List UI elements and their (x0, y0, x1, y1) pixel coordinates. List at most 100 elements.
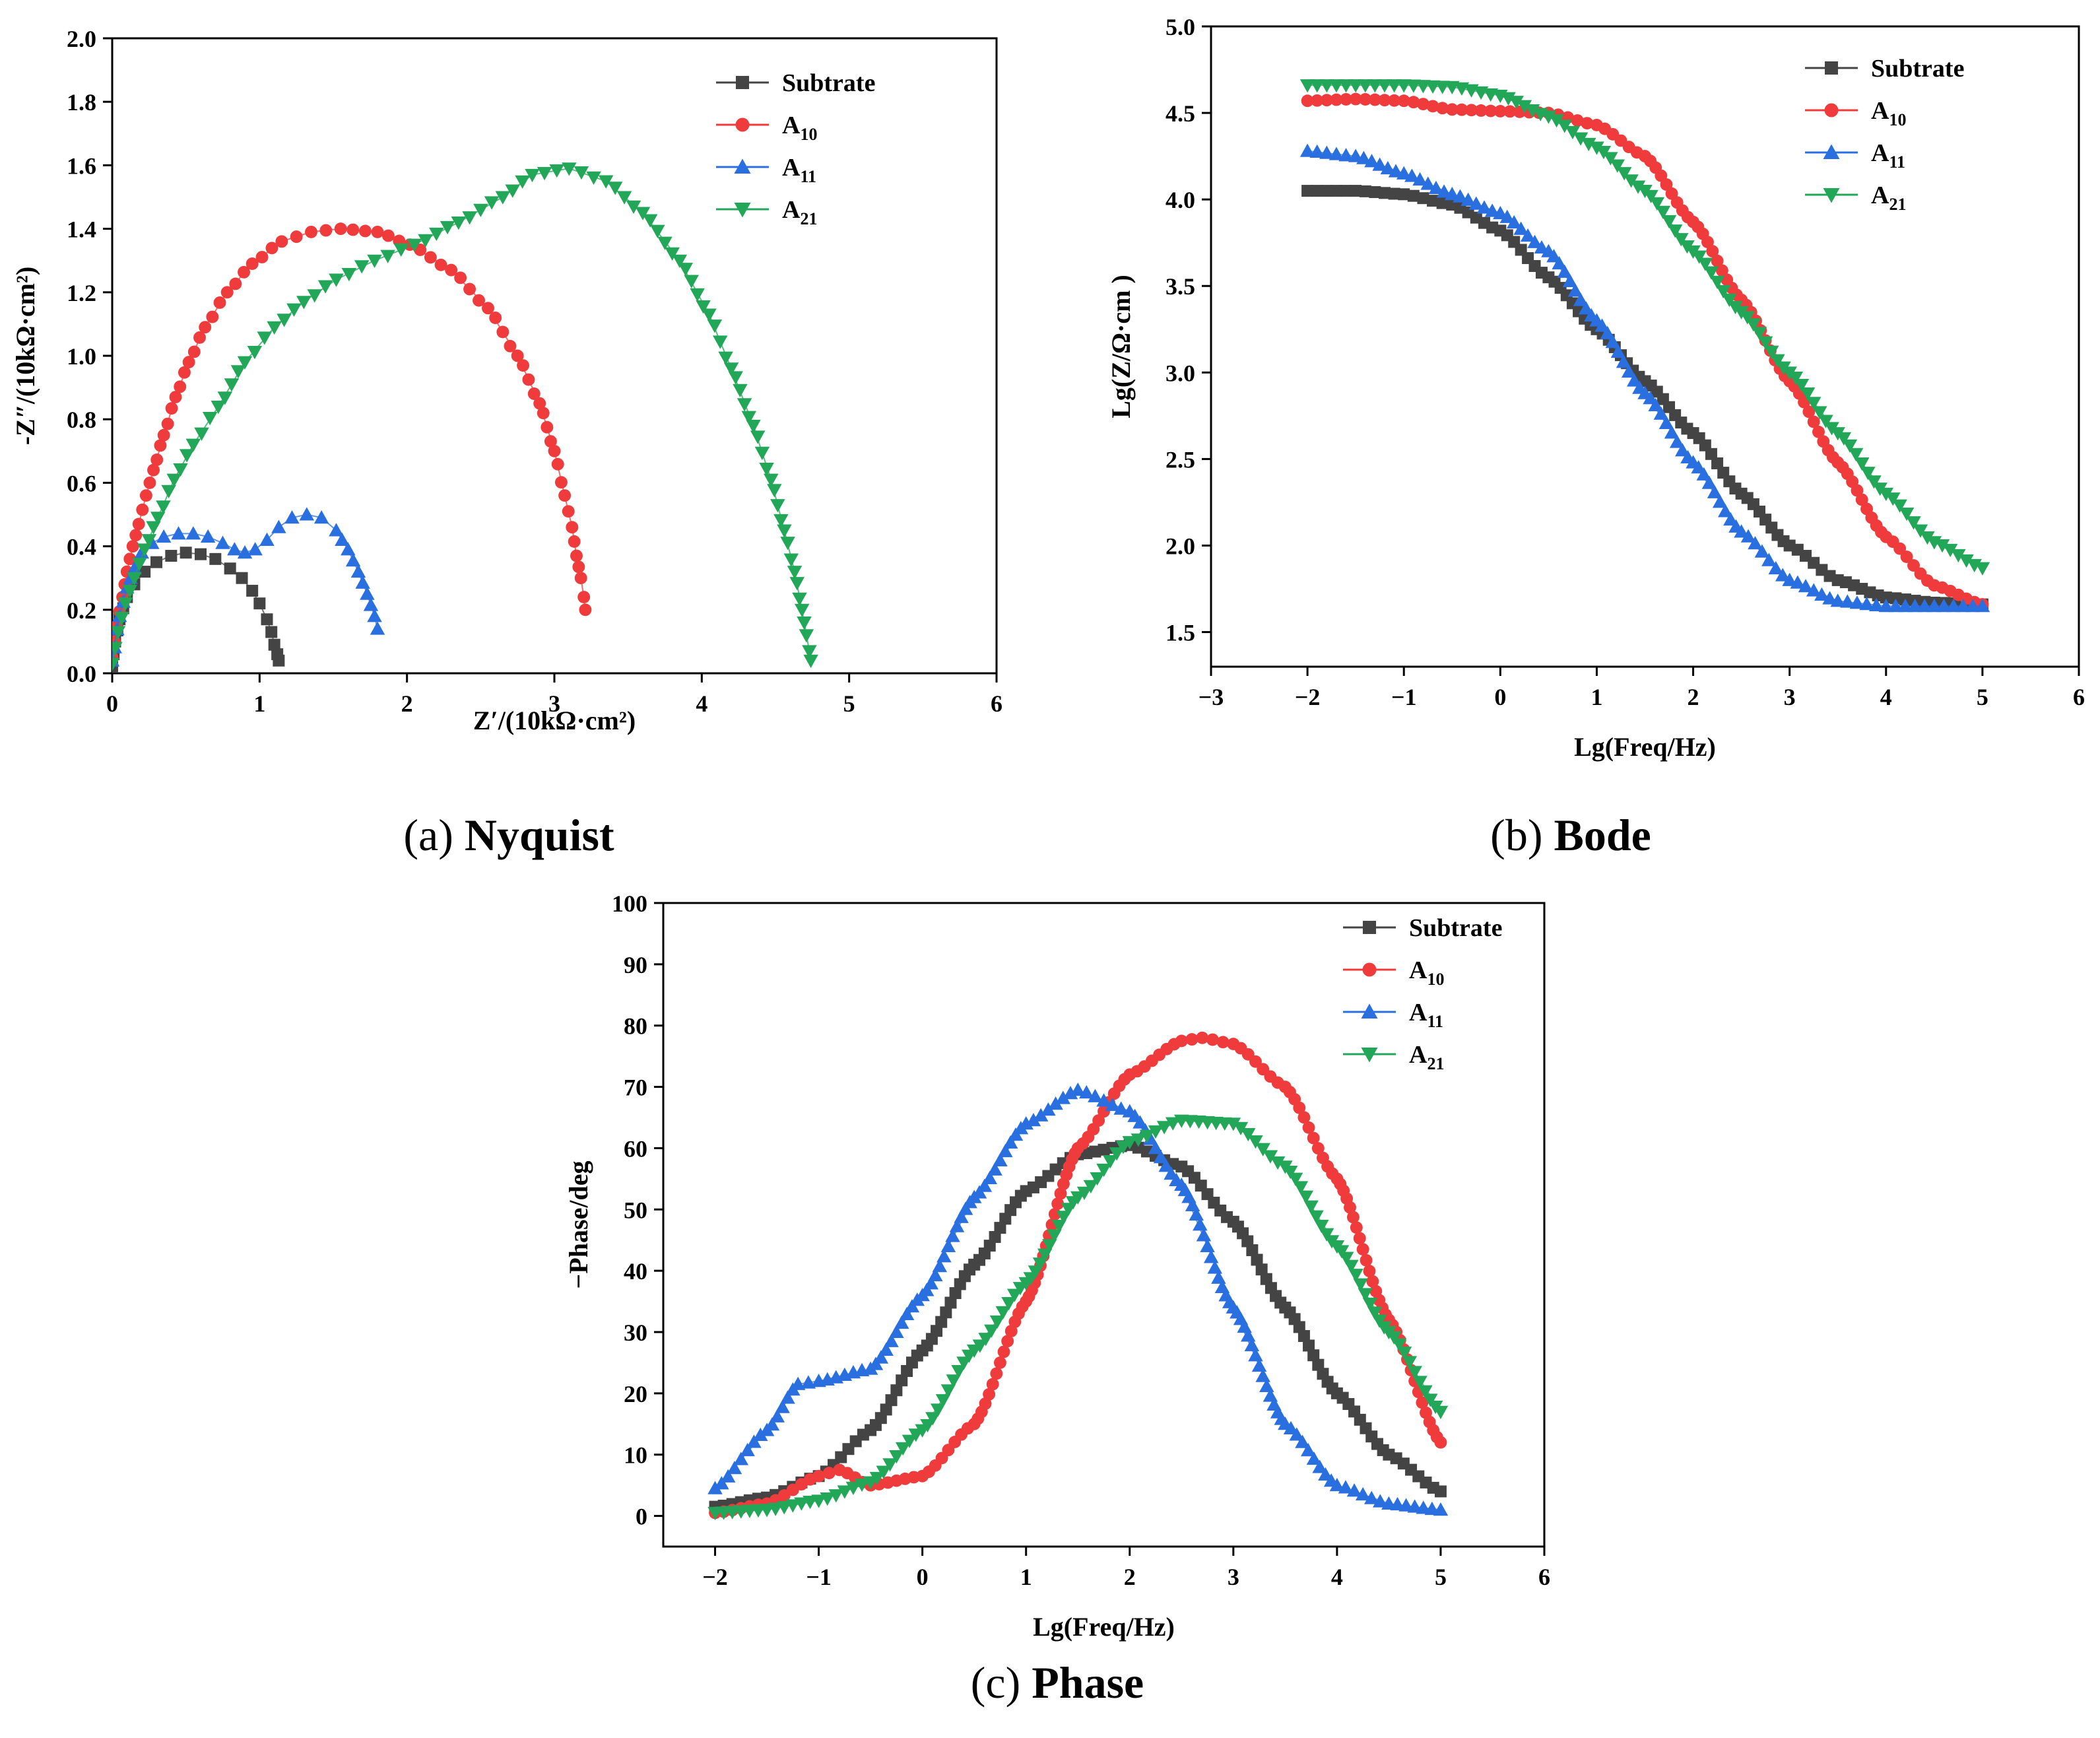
bode-point-A11 (1740, 529, 1756, 543)
bode-point-A11 (1499, 209, 1515, 223)
nyquist-point-A11 (127, 561, 142, 575)
nyquist-point-A21 (803, 654, 818, 669)
bode-x-tick-label: 6 (2073, 684, 2085, 710)
bode-point-A11 (1936, 598, 1952, 613)
phase-caption: (c) Phase (971, 1657, 1144, 1708)
nyquist-point-A21 (741, 411, 757, 424)
nyquist-series-line-A10 (112, 228, 586, 658)
nyquist-point-A10 (454, 271, 467, 284)
nyquist-legend-label-Subtrate: Subtrate (782, 69, 875, 97)
bode-point-A21 (1920, 531, 1935, 545)
nyquist-point-A21 (794, 603, 810, 618)
bode-point-A10 (1484, 104, 1497, 117)
bode-point-A21 (1565, 125, 1581, 140)
phase-y-tick-label: 90 (624, 952, 647, 978)
nyquist-legend-marker-A11 (734, 158, 751, 174)
bode-point-A10 (1493, 105, 1507, 117)
nyquist-point-A10 (541, 420, 554, 434)
bode-legend-label-sub: 11 (1889, 152, 1905, 172)
nyquist-point-A10 (136, 503, 149, 516)
nyquist-point-Subtrate (273, 654, 285, 667)
nyquist-point-A21 (354, 260, 370, 274)
phase-series-A10 (709, 1031, 1447, 1520)
phase-point-A21 (882, 1458, 898, 1472)
phase-point-A11 (923, 1276, 938, 1290)
bode-point-A21 (1501, 92, 1516, 106)
phase-point-A11 (998, 1143, 1013, 1158)
bode-point-A10 (1907, 559, 1920, 572)
phase-point-A10 (1416, 1396, 1429, 1409)
nyquist-point-A21 (296, 296, 312, 310)
bode-point-A10 (1465, 104, 1478, 117)
phase-point-A21 (768, 1502, 783, 1516)
nyquist-point-A11 (215, 535, 230, 549)
phase-point-A11 (707, 1481, 723, 1494)
nyquist-point-A21 (166, 473, 182, 487)
phase-point-A21 (1042, 1239, 1057, 1253)
phase-point-A10 (1366, 1275, 1379, 1288)
phase-point-A10 (1302, 1121, 1315, 1134)
phase-point-Subtrate (1260, 1273, 1272, 1285)
phase-point-A11 (1113, 1101, 1129, 1115)
bode-point-A11 (1849, 595, 1865, 609)
bode-point-A11 (1734, 524, 1749, 538)
nyquist-legend-label-A11: A11 (782, 154, 816, 186)
phase-point-A10 (812, 1469, 826, 1483)
nyquist-point-A10 (126, 540, 139, 553)
nyquist-point-A21 (770, 499, 785, 513)
phase-point-A11 (936, 1249, 952, 1263)
phase-point-A21 (1367, 1306, 1383, 1320)
nyquist-point-A10 (182, 356, 195, 369)
nyquist-point-A10 (275, 235, 288, 248)
nyquist-point-A10 (463, 283, 476, 296)
nyquist-point-A21 (194, 427, 209, 441)
nyquist-point-A10 (577, 591, 591, 604)
bode-point-A21 (1416, 80, 1431, 94)
bode-point-A10 (1706, 245, 1719, 258)
phase-legend-label-sub: 10 (1427, 970, 1444, 989)
nyquist-point-Subtrate (139, 566, 151, 578)
bode-point-A11 (1380, 160, 1396, 175)
phase-point-Subtrate (1434, 1485, 1447, 1498)
bode-point-A21 (1338, 79, 1354, 93)
phase-y-tick-label: 50 (624, 1197, 647, 1223)
phase-point-A21 (1418, 1385, 1433, 1399)
nyquist-point-A10 (229, 277, 242, 290)
bode-point-A11 (1859, 597, 1874, 611)
phase-point-A21 (1096, 1163, 1111, 1178)
bode-point-A11 (1329, 147, 1344, 160)
phase-point-A10 (1185, 1033, 1198, 1046)
phase-point-A11 (928, 1267, 943, 1282)
phase-point-A10 (997, 1345, 1010, 1358)
phase-point-A11 (1312, 1459, 1327, 1473)
nyquist-point-A11 (355, 575, 370, 589)
bode-point-A10 (1311, 94, 1324, 107)
phase-caption-label: (c) (971, 1657, 1032, 1708)
nyquist-point-A21 (773, 514, 789, 528)
phase-point-A21 (1090, 1172, 1105, 1186)
nyquist-point-A21 (429, 227, 444, 242)
bode-point-A21 (1800, 387, 1816, 401)
nyquist-point-A11 (271, 519, 286, 533)
nyquist-point-A21 (267, 321, 282, 335)
nyquist-point-A21 (185, 438, 201, 452)
nyquist-point-A11 (259, 532, 275, 546)
bode-point-A21 (1616, 167, 1632, 181)
phase-point-A11 (1148, 1141, 1164, 1154)
nyquist-point-A10 (522, 373, 535, 386)
phase-point-A11 (1105, 1097, 1120, 1112)
nyquist-point-A21 (230, 365, 246, 379)
phase-point-Subtrate (1251, 1253, 1263, 1266)
bode-point-A21 (1740, 311, 1755, 325)
bode-y-tick-label: 3.5 (1165, 273, 1195, 300)
phase-point-A21 (1248, 1135, 1263, 1149)
nyquist-point-A11 (350, 564, 366, 578)
nyquist-point-A11 (329, 523, 344, 537)
nyquist-point-A10 (178, 366, 191, 379)
bode-point-A11 (1965, 598, 1981, 613)
nyquist-point-Subtrate (265, 626, 278, 638)
phase-point-Subtrate (935, 1316, 948, 1328)
phase-point-Subtrate (1246, 1244, 1259, 1257)
nyquist-point-A10 (489, 312, 502, 324)
phase-y-tick-label: 60 (624, 1135, 647, 1162)
